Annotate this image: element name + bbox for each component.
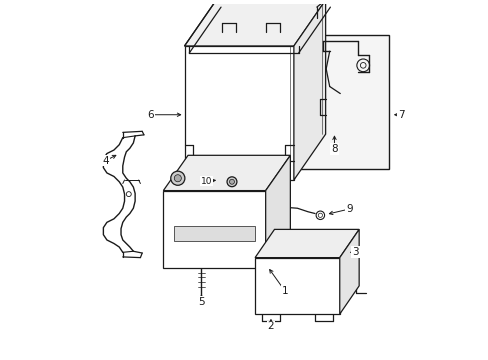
Polygon shape: [255, 229, 358, 258]
Text: 9: 9: [346, 204, 352, 214]
Polygon shape: [163, 190, 265, 268]
Bar: [293, 35, 388, 170]
Text: 8: 8: [330, 144, 337, 154]
Polygon shape: [184, 46, 293, 180]
Circle shape: [226, 177, 236, 187]
Polygon shape: [255, 258, 339, 314]
Text: 6: 6: [147, 110, 154, 120]
Polygon shape: [265, 155, 290, 268]
Polygon shape: [184, 0, 325, 46]
Text: 1: 1: [281, 286, 288, 296]
Circle shape: [170, 171, 184, 185]
Text: 5: 5: [198, 297, 204, 307]
Polygon shape: [339, 229, 358, 314]
Circle shape: [174, 175, 181, 182]
Text: 10: 10: [201, 176, 212, 185]
Polygon shape: [163, 155, 290, 190]
Text: 4: 4: [102, 156, 109, 166]
Circle shape: [229, 179, 234, 184]
Polygon shape: [293, 0, 325, 180]
Text: 2: 2: [267, 321, 274, 332]
Text: 3: 3: [351, 247, 358, 257]
Polygon shape: [174, 225, 255, 241]
Text: 7: 7: [397, 110, 404, 120]
